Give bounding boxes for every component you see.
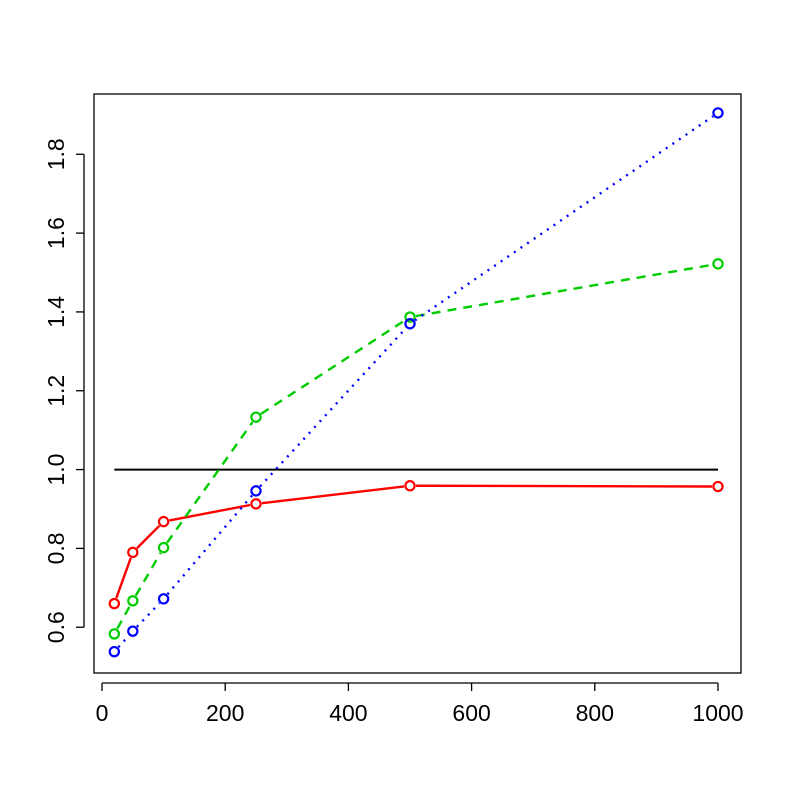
series-1: [108, 480, 724, 610]
x-tick-label: 1000: [692, 700, 743, 726]
series-segment: [260, 319, 406, 415]
data-point: [712, 107, 724, 119]
data-point: [404, 311, 416, 323]
series-segment: [136, 602, 161, 628]
y-tick-label: 1.6: [43, 217, 69, 249]
x-axis: 0 200 400 600 800 1000: [96, 682, 744, 726]
x-tick-label: 400: [329, 700, 367, 726]
series-segment: [415, 484, 713, 488]
data-point: [108, 645, 121, 658]
x-tick-label: 600: [452, 700, 490, 726]
data-point: [157, 593, 170, 605]
y-tick-label: 1.0: [43, 454, 69, 486]
data-point: [108, 597, 121, 610]
series-segment: [259, 327, 407, 488]
series-segment: [134, 552, 162, 597]
data-point: [127, 625, 139, 637]
y-tick-label: 0.6: [43, 611, 69, 643]
data-point: [250, 498, 262, 510]
series-segment: [115, 557, 132, 599]
series-layer: [108, 107, 724, 658]
series-segment: [166, 494, 254, 596]
series-segment: [136, 524, 161, 549]
series-segment: [117, 634, 130, 649]
data-point: [250, 411, 262, 423]
y-tick-label: 1.4: [43, 296, 69, 328]
x-tick-label: 800: [576, 700, 614, 726]
data-point: [404, 480, 416, 492]
x-tick-label: 0: [96, 700, 109, 726]
y-tick-label: 0.8: [43, 532, 69, 564]
series-segment: [261, 485, 405, 505]
data-point: [127, 546, 139, 559]
data-point: [108, 628, 121, 640]
series-segment: [116, 605, 131, 630]
data-point: [712, 480, 724, 493]
data-point: [157, 515, 170, 528]
data-point: [404, 318, 416, 330]
y-axis: 0.6 0.8 1.0 1.2 1.4 1.6 1.8: [43, 138, 85, 643]
data-point: [157, 541, 170, 554]
series-3: [108, 107, 724, 658]
series-segment: [169, 503, 251, 522]
series-segment: [415, 263, 713, 318]
data-point: [127, 595, 139, 607]
y-tick-label: 1.2: [43, 375, 69, 407]
data-point: [712, 258, 724, 270]
x-tick-label: 200: [206, 700, 244, 726]
series-segment: [166, 421, 254, 544]
y-tick-label: 1.8: [43, 138, 69, 170]
plot-frame: [93, 93, 742, 674]
series-2: [108, 258, 724, 640]
data-point: [250, 485, 262, 497]
